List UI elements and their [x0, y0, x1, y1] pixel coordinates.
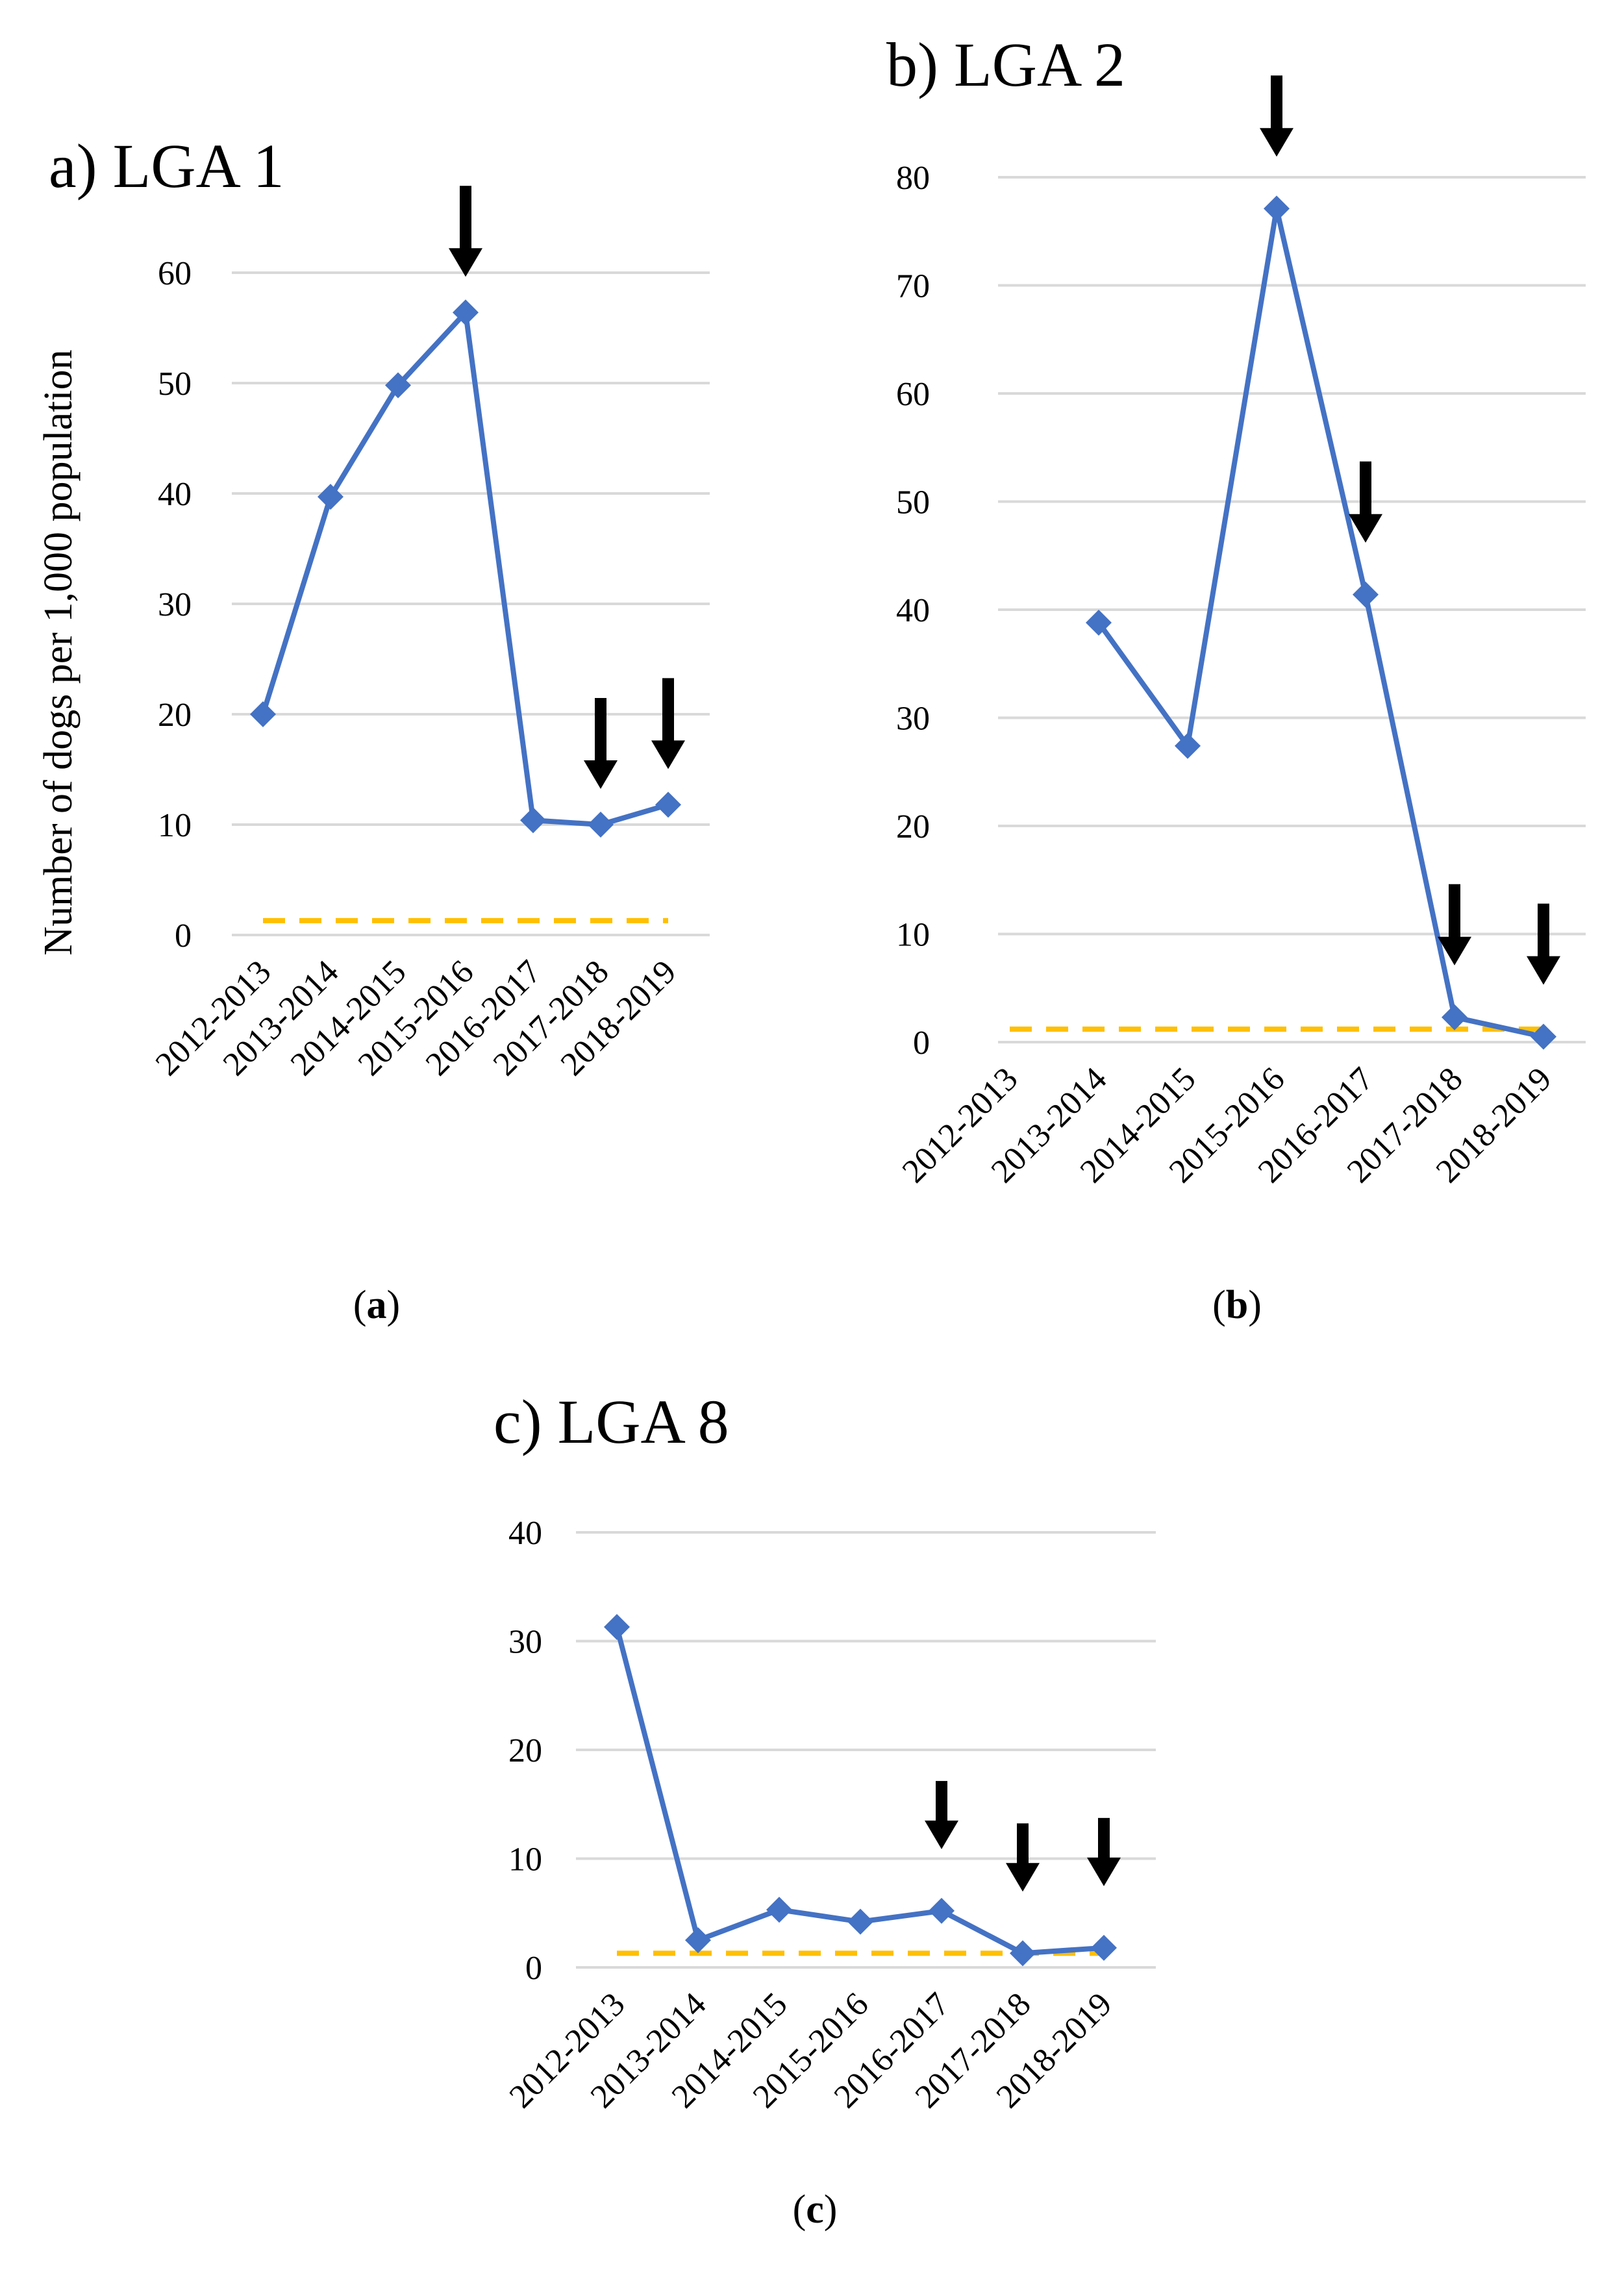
panel-c: c) LGA 80102030402012-20132013-20142014-… — [493, 1387, 1156, 2232]
data-point — [588, 812, 614, 838]
chart-title: a) LGA 1 — [49, 131, 284, 201]
y-tick-label: 60 — [896, 376, 930, 413]
arrow-marker — [651, 678, 685, 769]
data-point — [685, 1927, 711, 1954]
panel-caption: (b) — [1212, 1283, 1262, 1327]
y-tick-label: 70 — [896, 268, 930, 305]
y-tick-label: 10 — [158, 807, 192, 844]
data-point — [604, 1614, 630, 1640]
panel-caption: (c) — [793, 2188, 838, 2232]
y-tick-label: 0 — [913, 1025, 930, 1062]
data-point — [766, 1897, 792, 1923]
data-point — [655, 791, 681, 818]
arrow-marker — [584, 698, 618, 789]
arrow-marker — [1527, 903, 1560, 985]
data-point — [1442, 1004, 1468, 1030]
series-line — [1096, 206, 1544, 1040]
y-tick-label: 20 — [896, 808, 930, 845]
series-line — [614, 1626, 1105, 1956]
data-point — [1530, 1023, 1556, 1050]
data-point — [1091, 1934, 1117, 1961]
y-tick-label: 30 — [158, 586, 192, 623]
arrow-marker — [1087, 1817, 1121, 1886]
data-point — [453, 299, 479, 326]
chart-title: b) LGA 2 — [886, 30, 1125, 99]
panel-caption: (a) — [353, 1283, 400, 1327]
y-tick-label: 0 — [525, 1950, 542, 1987]
y-tick-label: 80 — [896, 160, 930, 197]
y-tick-label: 40 — [896, 592, 930, 629]
y-tick-label: 10 — [508, 1841, 542, 1878]
data-point — [1086, 609, 1112, 636]
y-tick-label: 20 — [508, 1732, 542, 1769]
arrow-marker — [1438, 884, 1471, 966]
y-tick-label: 0 — [175, 917, 192, 954]
series-line — [260, 310, 669, 827]
data-point — [385, 372, 411, 399]
data-point — [1264, 195, 1290, 222]
y-tick-label: 40 — [508, 1515, 542, 1552]
data-point — [1010, 1940, 1036, 1967]
data-point — [1353, 581, 1379, 608]
y-tick-label: 40 — [158, 476, 192, 513]
y-tick-label: 30 — [896, 701, 930, 738]
data-point — [250, 701, 276, 727]
arrow-marker — [1006, 1823, 1040, 1892]
data-point — [318, 484, 344, 510]
y-tick-label: 30 — [508, 1624, 542, 1661]
arrow-marker — [449, 186, 482, 277]
arrow-marker — [1349, 461, 1382, 543]
arrow-marker — [1260, 75, 1293, 157]
data-point — [929, 1897, 955, 1924]
panel-a: a) LGA 101020304050602012-20132013-20142… — [36, 131, 710, 1327]
data-point — [1175, 732, 1201, 759]
y-tick-label: 20 — [158, 697, 192, 734]
data-point — [847, 1908, 873, 1935]
chart-title: c) LGA 8 — [493, 1387, 729, 1456]
y-tick-label: 50 — [896, 484, 930, 521]
y-tick-label: 50 — [158, 366, 192, 403]
y-tick-label: 60 — [158, 255, 192, 292]
y-tick-label: 10 — [896, 917, 930, 954]
panel-b: b) LGA 2010203040506070802012-20132013-2… — [886, 30, 1586, 1327]
y-axis-title: Number of dogs per 1,000 population — [36, 349, 81, 955]
data-point — [520, 807, 546, 834]
arrow-marker — [925, 1780, 958, 1849]
